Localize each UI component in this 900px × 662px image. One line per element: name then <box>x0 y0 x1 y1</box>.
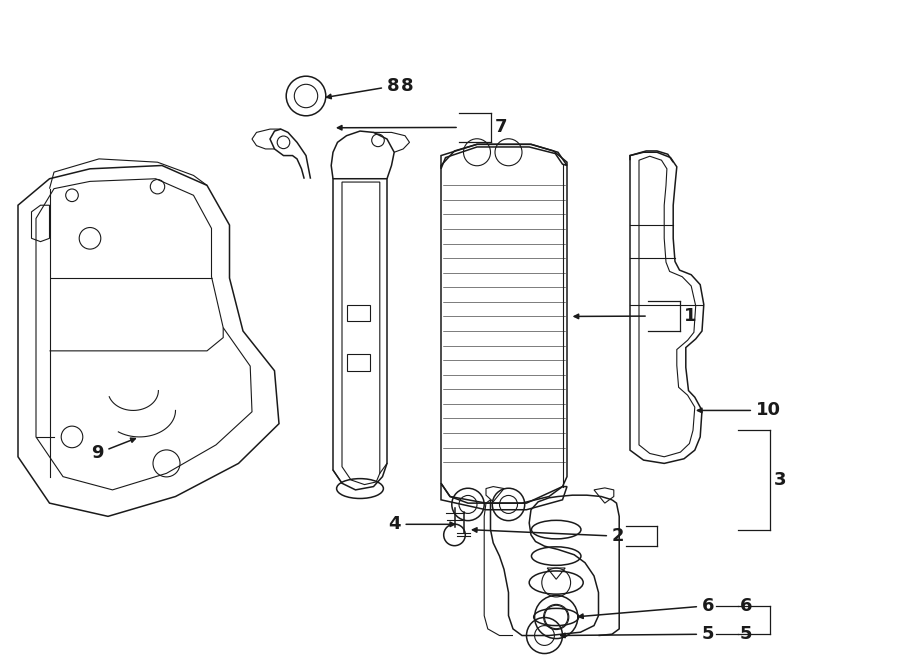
Bar <box>347 305 370 321</box>
Text: 9: 9 <box>91 438 135 463</box>
Text: 5: 5 <box>740 625 752 643</box>
Text: 5: 5 <box>561 625 715 643</box>
Bar <box>347 354 370 371</box>
Text: 3: 3 <box>773 471 786 489</box>
Text: 6: 6 <box>740 596 752 615</box>
Text: 8: 8 <box>400 77 413 95</box>
Text: 10: 10 <box>698 401 781 420</box>
Text: 1: 1 <box>683 307 696 325</box>
Text: 8: 8 <box>327 77 400 99</box>
Text: 7: 7 <box>494 118 507 136</box>
Text: 2: 2 <box>472 527 625 545</box>
Text: 4: 4 <box>388 515 454 534</box>
Text: 6: 6 <box>579 596 715 618</box>
